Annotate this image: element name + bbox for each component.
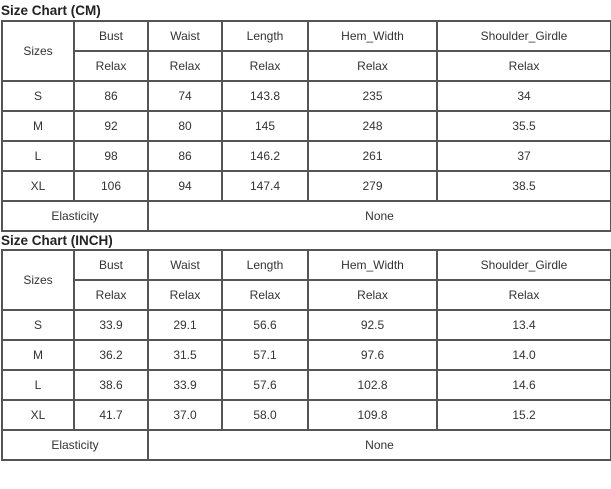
column-header: Length <box>221 20 309 52</box>
measurement-cell: 38.6 <box>73 369 149 401</box>
measurement-cell: 38.5 <box>436 170 611 202</box>
cm-chart-title: Size Chart (CM) <box>1 3 101 18</box>
elasticity-row: Elasticity None <box>1 200 611 232</box>
column-header: Bust <box>73 20 149 52</box>
measurement-cell: 57.6 <box>221 369 309 401</box>
column-header: Waist <box>147 249 223 281</box>
measurement-cell: 94 <box>147 170 223 202</box>
measurement-cell: 106 <box>73 170 149 202</box>
measurement-cell: 35.5 <box>436 110 611 142</box>
size-cell: S <box>1 80 75 112</box>
fit-subheader: Relax <box>73 50 149 82</box>
header-row: Sizes Bust Waist Length Hem_Width Shoulder_Gi… <box>1 20 611 82</box>
measurement-cell: 143.8 <box>221 80 309 112</box>
measurement-cell: 57.1 <box>221 339 309 371</box>
subheader-row: Relax Relax Relax Relax Relax <box>2 279 611 311</box>
measurement-cell: 37 <box>436 140 611 172</box>
measurement-cell: 41.7 <box>73 399 149 431</box>
column-header: Waist <box>147 20 223 52</box>
measurement-cell: 86 <box>73 80 149 112</box>
elasticity-label: Elasticity <box>1 429 149 461</box>
measurement-cell: 31.5 <box>147 339 223 371</box>
measurement-cell: 14.0 <box>436 339 611 371</box>
elasticity-value: None <box>147 429 611 461</box>
size-cell: S <box>1 309 75 341</box>
column-header: Hem_Width <box>307 249 438 281</box>
table-row: XL 106 94 147.4 279 38.5 <box>1 170 611 202</box>
size-cell: L <box>1 140 75 172</box>
fit-subheader: Relax <box>221 279 309 311</box>
measurement-cell: 261 <box>307 140 438 172</box>
measurement-cell: 147.4 <box>221 170 309 202</box>
measurement-cell: 37.0 <box>147 399 223 431</box>
measurement-cell: 58.0 <box>221 399 309 431</box>
table-row: L 38.6 33.9 57.6 102.8 14.6 <box>1 369 611 401</box>
column-header: Shoulder_Girdle <box>436 20 611 52</box>
size-cell: L <box>1 369 75 401</box>
fit-subheader: Relax <box>436 279 611 311</box>
subheader-row: Relax Relax Relax Relax Relax <box>2 50 611 82</box>
sizes-header: Sizes <box>1 249 75 311</box>
measurement-cell: 36.2 <box>73 339 149 371</box>
measurement-cell: 14.6 <box>436 369 611 401</box>
measurement-cell: 56.6 <box>221 309 309 341</box>
table-row: XL 41.7 37.0 58.0 109.8 15.2 <box>1 399 611 431</box>
column-header: Bust <box>73 249 149 281</box>
measurement-cell: 279 <box>307 170 438 202</box>
size-cell: M <box>1 339 75 371</box>
table-row: S 33.9 29.1 56.6 92.5 13.4 <box>1 309 611 341</box>
size-cell: XL <box>1 170 75 202</box>
measurement-cell: 248 <box>307 110 438 142</box>
fit-subheader: Relax <box>307 50 438 82</box>
size-charts: Size Chart (CM) Sizes Bust Waist Length Hem_W… <box>1 3 611 461</box>
elasticity-row: Elasticity None <box>1 429 611 461</box>
measurement-cell: 15.2 <box>436 399 611 431</box>
measurement-cell: 235 <box>307 80 438 112</box>
column-header: Shoulder_Girdle <box>436 249 611 281</box>
measurement-cell: 92 <box>73 110 149 142</box>
measurement-cell: 86 <box>147 140 223 172</box>
fit-subheader: Relax <box>73 279 149 311</box>
inch-size-table: Sizes Bust Waist Length Hem_Width Shoulder_Gi… <box>1 249 611 461</box>
inch-chart-title: Size Chart (INCH) <box>1 233 113 248</box>
column-header: Hem_Width <box>307 20 438 52</box>
measurement-cell: 74 <box>147 80 223 112</box>
sizes-header: Sizes <box>1 20 75 82</box>
measurement-cell: 98 <box>73 140 149 172</box>
elasticity-label: Elasticity <box>1 200 149 232</box>
fit-subheader: Relax <box>147 279 223 311</box>
measurement-cell: 34 <box>436 80 611 112</box>
elasticity-value: None <box>147 200 611 232</box>
measurement-cell: 109.8 <box>307 399 438 431</box>
measurement-cell: 97.6 <box>307 339 438 371</box>
measurement-cell: 33.9 <box>147 369 223 401</box>
fit-subheader: Relax <box>221 50 309 82</box>
size-cell: XL <box>1 399 75 431</box>
column-header: Length <box>221 249 309 281</box>
measurement-cell: 80 <box>147 110 223 142</box>
measurement-cell: 102.8 <box>307 369 438 401</box>
measurement-cell: 33.9 <box>73 309 149 341</box>
table-row: M 36.2 31.5 57.1 97.6 14.0 <box>1 339 611 371</box>
size-cell: M <box>1 110 75 142</box>
measurement-cell: 29.1 <box>147 309 223 341</box>
measurement-cell: 13.4 <box>436 309 611 341</box>
table-row: M 92 80 145 248 35.5 <box>1 110 611 142</box>
measurement-cell: 145 <box>221 110 309 142</box>
table-row: S 86 74 143.8 235 34 <box>1 80 611 112</box>
measurement-cell: 92.5 <box>307 309 438 341</box>
fit-subheader: Relax <box>147 50 223 82</box>
fit-subheader: Relax <box>436 50 611 82</box>
fit-subheader: Relax <box>307 279 438 311</box>
table-row: L 98 86 146.2 261 37 <box>1 140 611 172</box>
measurement-cell: 146.2 <box>221 140 309 172</box>
cm-size-table: Sizes Bust Waist Length Hem_Width Shoulder_Gi… <box>1 20 611 232</box>
header-row: Sizes Bust Waist Length Hem_Width Shoulder_Gi… <box>1 249 611 311</box>
